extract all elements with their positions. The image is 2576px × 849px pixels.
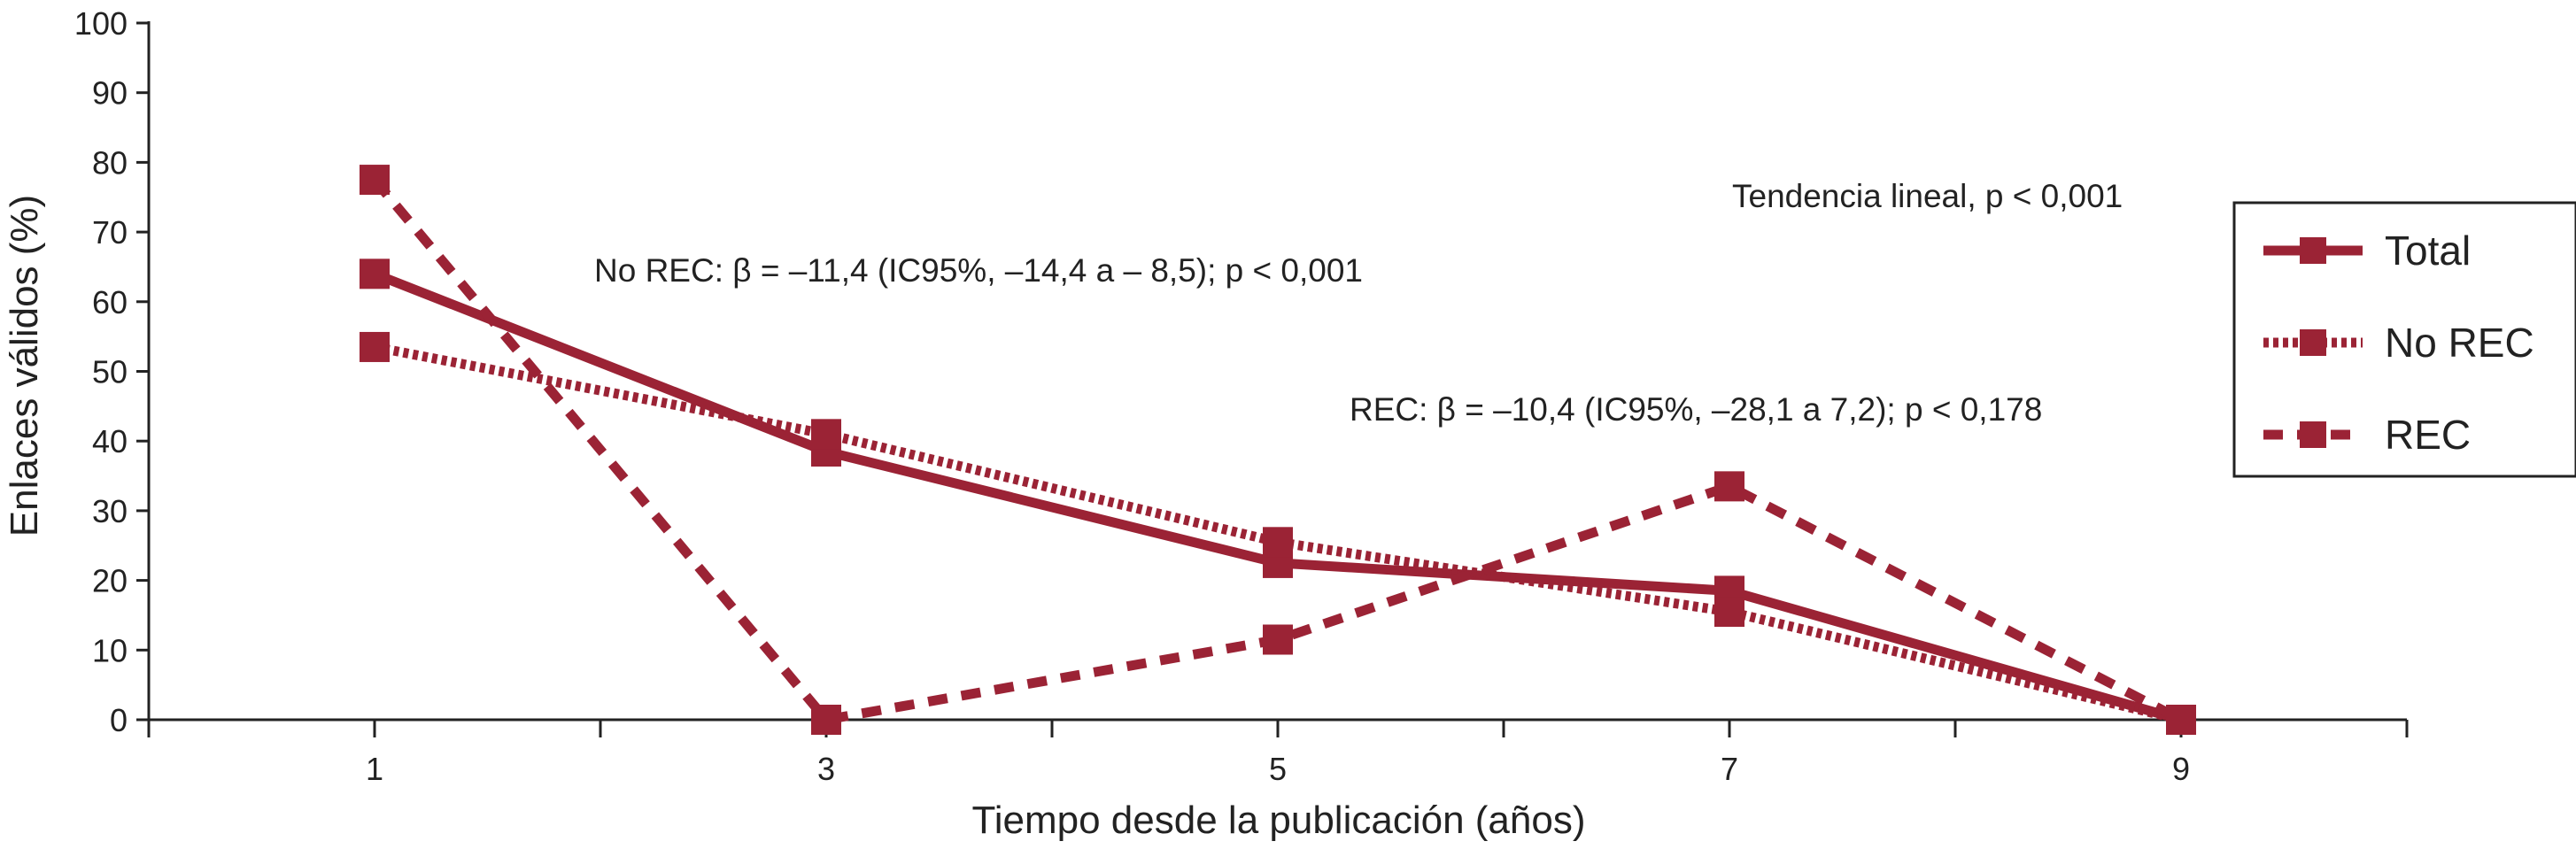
y-tick-label: 60 [92,284,128,320]
data-point-marker [360,259,390,289]
y-tick-label: 50 [92,354,128,390]
y-tick-label: 70 [92,214,128,251]
x-tick-label: 5 [1269,751,1287,787]
y-tick-label: 100 [74,5,128,42]
y-tick-label: 10 [92,632,128,668]
axes [147,21,2407,722]
legend-marker-swatch [2300,421,2326,448]
legend-label: Total [2385,228,2471,274]
data-point-marker [360,165,390,196]
no-rec-annotation: No REC: β = –11,4 (IC95%, –14,4 a – 8,5)… [594,252,1363,289]
data-point-marker [1714,597,1744,628]
rec-annotation: REC: β = –10,4 (IC95%, –28,1 a 7,2); p <… [1350,391,2042,428]
axis-ticks: 0 10 20 30 40 50 60 70 80 90 100 1 3 5 7 9 [74,5,2409,787]
y-tick-label: 20 [92,563,128,599]
series-markers [360,165,2196,735]
data-point-marker [360,331,390,362]
data-point-marker [811,419,841,450]
x-tick-label: 1 [366,751,383,787]
data-point-marker [1263,527,1293,558]
legend-marker-swatch [2300,237,2326,264]
series-line-no-rec [373,342,2183,725]
y-tick-label: 0 [110,702,128,738]
legend: Total No REC REC [2232,201,2576,478]
trend-annotation: Tendencia lineal, p < 0,001 [1732,178,2123,214]
x-tick-label: 9 [2172,751,2190,787]
y-tick-label: 30 [92,493,128,529]
data-point-marker [1714,471,1744,502]
x-axis-title: Tiempo desde la publicación (años) [972,799,1586,842]
y-tick-label: 80 [92,144,128,181]
legend-label: REC [2385,412,2471,458]
y-tick-label: 90 [92,75,128,112]
data-point-marker [2166,705,2196,735]
legend-label: No REC [2385,320,2534,366]
data-point-marker [811,705,841,735]
x-tick-label: 3 [817,751,835,787]
y-tick-label: 40 [92,423,128,459]
data-point-marker [1263,624,1293,655]
x-tick-label: 7 [1721,751,1738,787]
legend-marker-swatch [2300,329,2326,356]
y-axis-title: Enlaces válidos (%) [3,195,46,536]
